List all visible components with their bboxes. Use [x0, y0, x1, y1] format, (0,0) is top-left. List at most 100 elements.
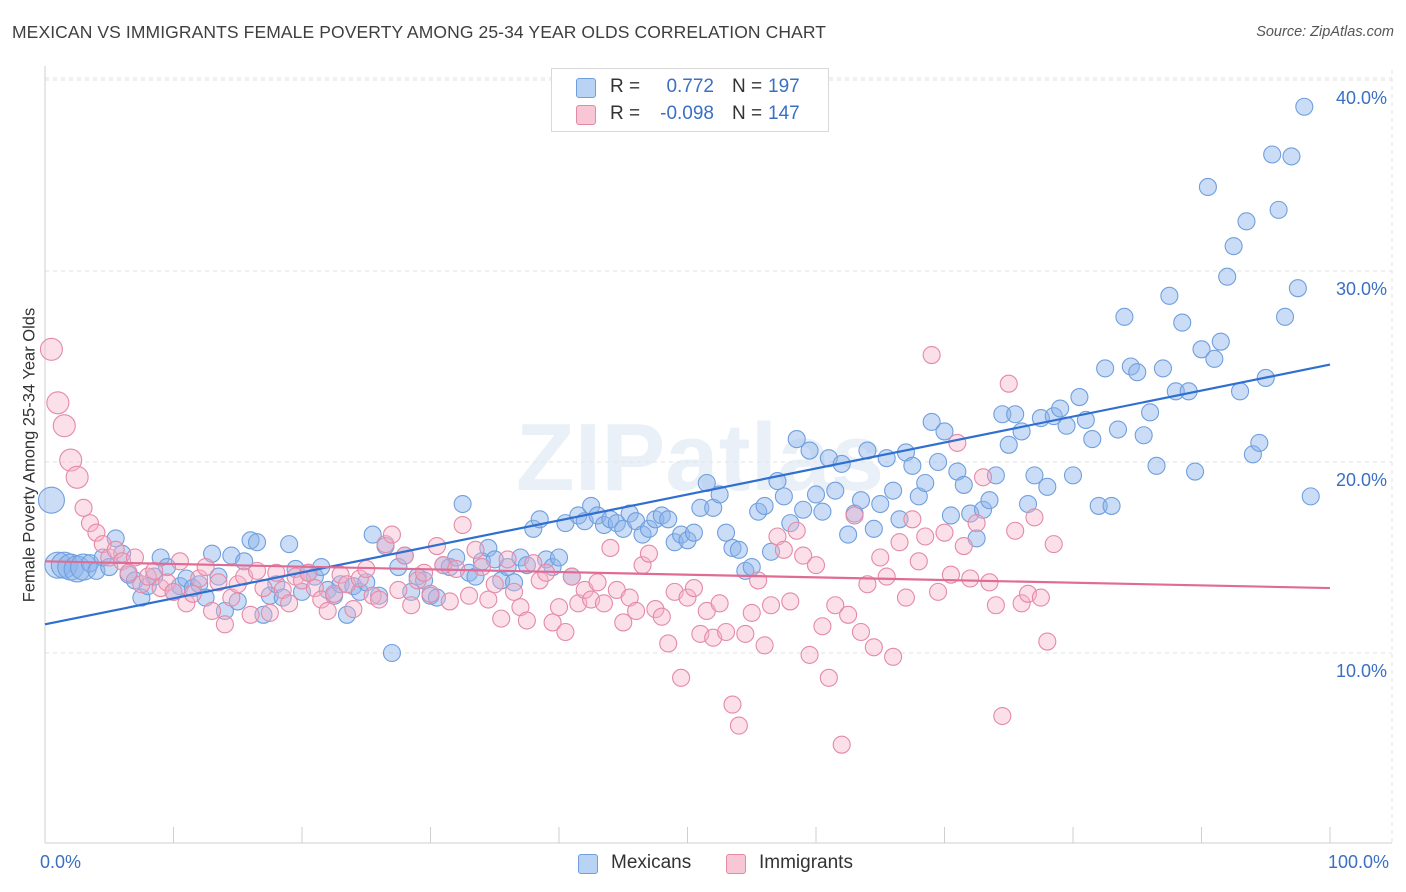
mexicans-point — [916, 473, 935, 493]
immigrants-point — [832, 735, 851, 754]
immigrants-point — [215, 615, 234, 634]
immigrants-point — [59, 448, 83, 472]
mexicans-point — [1141, 403, 1160, 422]
trend-lines — [44, 363, 1331, 626]
immigrants-point — [80, 514, 100, 533]
immigrants-point — [65, 465, 89, 489]
mexicans-point — [710, 485, 729, 504]
mexicans-point — [684, 523, 703, 542]
mexicans-point — [716, 523, 736, 542]
mexicans-point — [517, 556, 536, 575]
mexicans-point — [1192, 340, 1211, 359]
mexicans-point — [729, 540, 748, 559]
immigrants-point — [761, 596, 781, 615]
correlation-legend: R = 0.772 N = 197 R = -0.098 N = 147 — [551, 68, 829, 132]
mexicans-point — [774, 487, 793, 506]
immigrants-point — [280, 594, 299, 613]
mexicans-point — [1038, 477, 1057, 496]
immigrants-point — [845, 506, 864, 525]
mexicans-point — [1128, 363, 1147, 382]
immigrants-point — [87, 523, 106, 542]
mexicans-point — [1134, 426, 1153, 445]
trend-line-immigrants — [44, 560, 1331, 590]
mexicans-point — [254, 605, 273, 624]
immigrants-point — [376, 535, 395, 554]
immigrants-point — [408, 571, 427, 590]
mexicans-point — [1108, 420, 1128, 439]
immigrants-point — [549, 598, 569, 617]
mexicans-point — [363, 525, 382, 544]
grid — [45, 70, 1393, 843]
immigrants-point — [504, 582, 524, 601]
series-immigrants — [39, 337, 1063, 754]
trend-line-mexicans — [44, 363, 1331, 626]
immigrants-point — [980, 573, 999, 592]
series-legend: Mexicans Immigrants — [0, 852, 1406, 878]
immigrants-point — [492, 609, 511, 628]
immigrants-point — [781, 592, 800, 611]
y-axis-label: Female Poverty Among 25-34 Year Olds — [20, 307, 39, 603]
immigrants-point — [106, 540, 125, 559]
immigrants-point — [421, 584, 440, 603]
immigrants-point — [749, 571, 768, 590]
immigrants-point — [652, 607, 671, 626]
immigrants-point — [851, 622, 871, 642]
immigrants-point — [774, 540, 793, 559]
immigrants-point — [241, 605, 260, 624]
mexicans-point — [1115, 307, 1134, 326]
mexicans-point — [209, 567, 228, 586]
legend-r-label: R = — [610, 76, 641, 97]
mexicans-point — [691, 498, 710, 517]
mexicans-point — [1006, 405, 1025, 424]
immigrants-point — [659, 634, 678, 653]
immigrants-point — [1031, 588, 1050, 607]
immigrants-point — [973, 468, 993, 487]
immigrants-point — [39, 337, 63, 361]
mexicans-point — [755, 496, 774, 515]
mexicans-point — [1173, 313, 1192, 332]
legend-swatch-immigrants — [576, 105, 596, 125]
immigrants-point — [132, 575, 151, 594]
mexicans-point — [851, 491, 871, 510]
legend-label-immigrants: Immigrants — [759, 852, 853, 873]
immigrants-point — [736, 624, 755, 643]
immigrants-point — [1012, 594, 1031, 613]
mexicans-point — [813, 502, 832, 521]
immigrants-point — [164, 582, 183, 601]
immigrants-point — [922, 345, 941, 365]
legend-n-value: 197 — [768, 76, 800, 97]
immigrants-point — [826, 596, 845, 615]
immigrants-point — [46, 391, 70, 415]
mexicans-point — [453, 494, 472, 514]
mexicans-point — [884, 481, 903, 500]
mexicans-point — [440, 557, 459, 577]
immigrants-point — [819, 668, 838, 687]
immigrants-point — [794, 546, 813, 565]
mexicans-point — [723, 538, 742, 558]
immigrants-point — [601, 538, 620, 558]
immigrants-point — [350, 569, 369, 588]
mexicans-point — [280, 535, 299, 554]
mexicans-point — [1218, 267, 1237, 286]
legend-swatch-mexicans — [578, 854, 598, 874]
y-tick-label: 10.0% — [1336, 661, 1388, 681]
mexicans-point — [1295, 97, 1314, 116]
mexicans-point — [1025, 466, 1044, 485]
legend-r-value: -0.098 — [660, 103, 714, 124]
mexicans-point — [659, 510, 678, 529]
immigrants-point — [318, 601, 337, 621]
x-tick-label-min: 0.0% — [40, 852, 82, 872]
immigrants-point — [1038, 632, 1057, 651]
immigrants-point — [813, 617, 832, 636]
immigrants-point — [935, 523, 954, 542]
immigrants-point — [415, 563, 434, 582]
immigrants-point — [755, 636, 774, 655]
mexicans-point — [1096, 359, 1115, 378]
immigrants-point — [472, 557, 491, 577]
immigrants-point — [389, 580, 408, 600]
mexicans-point — [1224, 237, 1243, 256]
mexicans-point — [382, 643, 402, 663]
mexicans-point — [1269, 200, 1288, 219]
immigrants-point — [325, 584, 344, 603]
axes — [44, 66, 1392, 844]
